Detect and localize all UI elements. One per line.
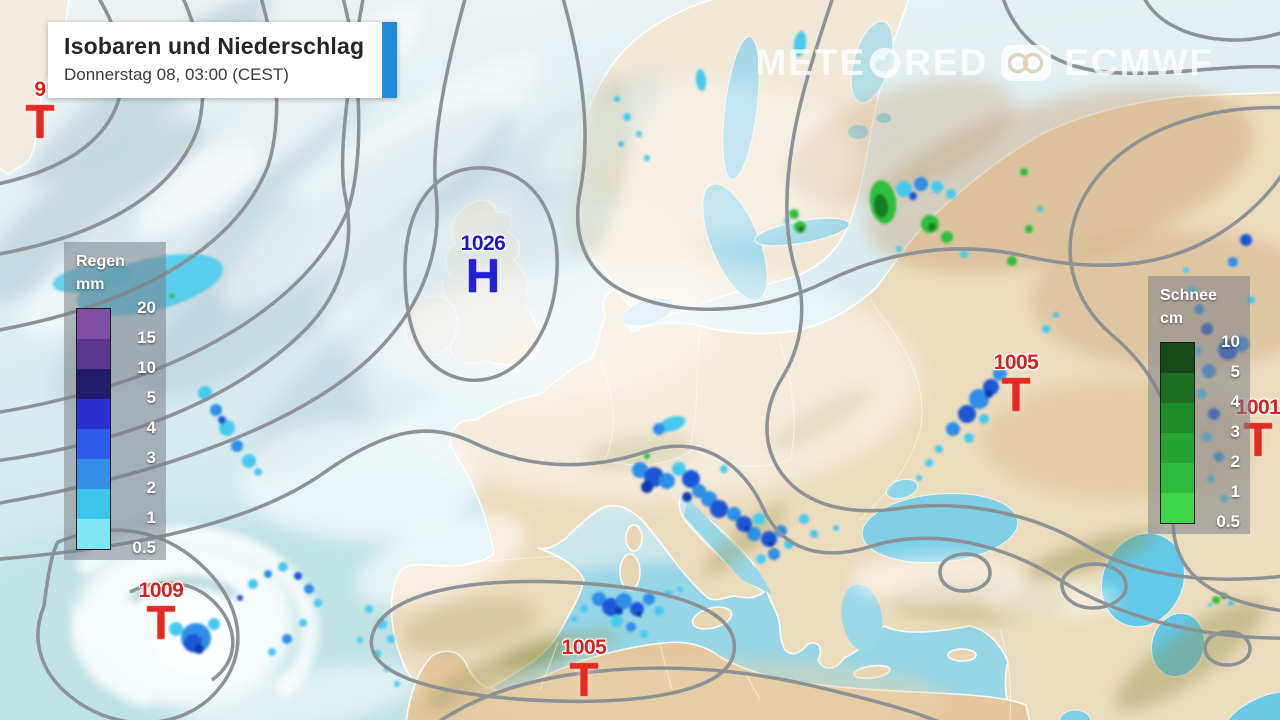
- snow-legend-color-step: [1161, 343, 1194, 374]
- ecmwf-wordmark: ECMWF: [1064, 42, 1214, 83]
- snow-legend-color-step: [1161, 433, 1194, 464]
- rain-color-scale: [76, 308, 111, 551]
- snow-legend-tick: 10: [1221, 332, 1240, 352]
- rain-legend-unit: mm: [76, 276, 105, 294]
- snow-legend-tick: 1: [1230, 482, 1240, 502]
- snow-legend-color-step: [1161, 463, 1194, 494]
- rain-legend-tick: 2: [146, 478, 156, 498]
- rain-legend-title: Regen: [76, 253, 125, 270]
- rain-legend-color-step: [77, 429, 110, 460]
- rain-scale-ticks: 20 15 10 5 4 3 2 1 0.5: [118, 298, 156, 557]
- land-corsica: [625, 524, 643, 552]
- rain-legend-tick: 10: [137, 358, 156, 378]
- ecmwf-logo-icon: [1001, 45, 1052, 81]
- rain-legend-tick: 4: [146, 418, 156, 438]
- snow-legend-unit: cm: [1160, 310, 1184, 328]
- snow-legend-tick: 5: [1230, 362, 1240, 382]
- meteored-wordmark-prefix: METE: [755, 42, 867, 83]
- snow-legend-title: Schnee: [1160, 287, 1217, 304]
- rain-legend-color-step: [77, 339, 110, 370]
- map-title: Isobaren und Niederschlag: [64, 33, 365, 59]
- snow-legend-color-step: [1161, 403, 1194, 434]
- rain-legend-tick: 3: [146, 448, 156, 468]
- rain-legend-tick: 5: [146, 388, 156, 408]
- meteored-cloud-o-icon: [869, 47, 901, 79]
- title-card: Isobaren und Niederschlag Donnerstag 08,…: [48, 22, 398, 98]
- snow-scale-ticks: 10 5 4 3 2 1 0.5: [1202, 332, 1240, 531]
- snow-legend-tick: 0.5: [1216, 512, 1240, 532]
- snow-legend: Schnee cm 10 5 4 3 2 1 0.5: [1148, 276, 1250, 535]
- snow-legend-color-step: [1161, 493, 1194, 524]
- rain-legend: Regen mm 20 15 10 5 4 3 2 1 0.5: [64, 242, 166, 561]
- snow-legend-color-step: [1161, 373, 1194, 404]
- watermark: METE RED ECMWF: [755, 42, 1214, 84]
- land-sicily: [691, 606, 733, 630]
- rain-legend-color-step: [77, 519, 110, 550]
- snow-legend-tick: 2: [1230, 452, 1240, 472]
- map-timestamp: Donnerstag 08, 03:00 (CEST): [64, 65, 289, 84]
- rain-legend-tick: 0.5: [132, 538, 156, 558]
- rain-legend-color-step: [77, 489, 110, 520]
- snow-legend-tick: 3: [1230, 422, 1240, 442]
- rain-legend-color-step: [77, 309, 110, 340]
- cloud-layer: [0, 0, 1120, 720]
- rain-legend-tick: 20: [137, 298, 156, 318]
- meteored-logo: METE RED: [755, 42, 988, 84]
- rain-legend-tick: 1: [146, 508, 156, 528]
- snow-legend-tick: 4: [1230, 392, 1240, 412]
- meteored-wordmark-suffix: RED: [904, 42, 989, 83]
- borders-layer: [469, 299, 1012, 720]
- land-sardinia: [619, 553, 641, 591]
- rain-legend-tick: 15: [137, 328, 156, 348]
- snow-color-scale: [1160, 342, 1195, 525]
- land-cyprus: [947, 648, 977, 662]
- rain-legend-color-step: [77, 459, 110, 490]
- rain-legend-color-step: [77, 399, 110, 430]
- rain-legend-color-step: [77, 369, 110, 400]
